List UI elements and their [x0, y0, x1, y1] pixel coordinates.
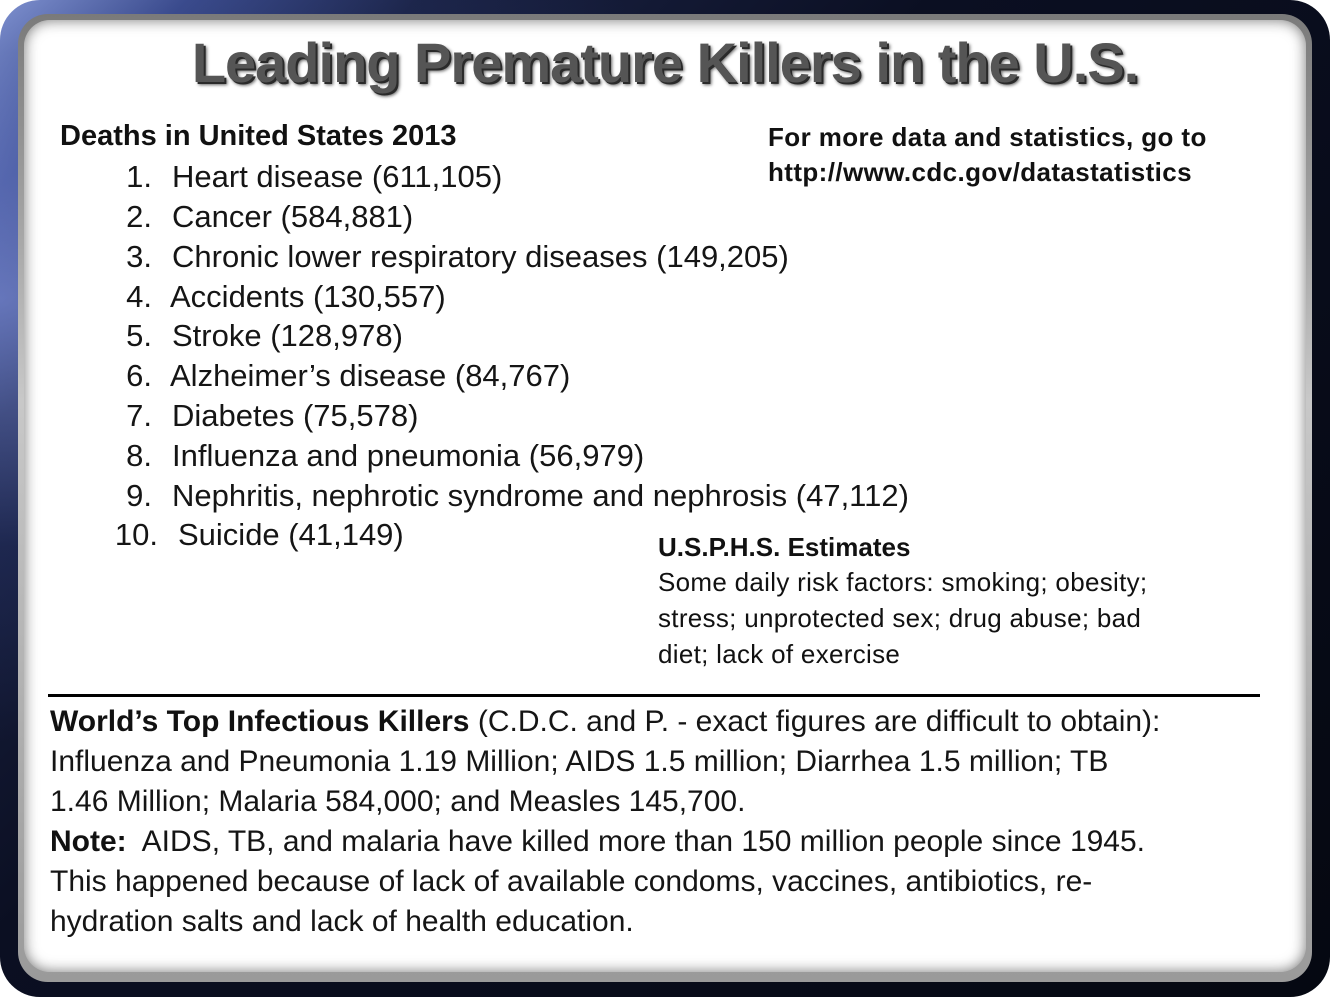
note-label: Note: — [50, 825, 127, 858]
world-heading-rest: (C.D.C. and P. - exact figures are diffi… — [469, 705, 1161, 738]
list-item-text: Nephritis, nephrotic syndrome and nephro… — [172, 478, 909, 513]
list-item-number: 10. — [114, 517, 158, 552]
note-line: This happened because of lack of availab… — [50, 865, 1093, 898]
usphs-line: stress; unprotected sex; drug abuse; bad — [658, 603, 1142, 633]
deaths-heading: Deaths in United States 2013 — [60, 120, 457, 152]
usphs-body: Some daily risk factors: smoking; obesit… — [658, 564, 1258, 672]
usphs-estimates: U.S.P.H.S. Estimates Some daily risk fac… — [658, 530, 1258, 672]
usphs-line: diet; lack of exercise — [658, 639, 901, 669]
world-heading: World’s Top Infectious Killers — [50, 705, 470, 738]
list-item-text: Influenza and pneumonia (56,979) — [172, 438, 645, 473]
content-panel — [24, 20, 1306, 972]
list-item-number: 9. — [126, 478, 152, 513]
list-item-text: Cancer (584,881) — [172, 199, 414, 234]
note-rest: AIDS, TB, and malaria have killed more t… — [126, 825, 1146, 858]
list-item-text: Alzheimer’s disease (84,767) — [170, 358, 571, 393]
world-infectious-killers: World’s Top Infectious Killers (C.D.C. a… — [50, 702, 1290, 942]
note-line: Note: AIDS, TB, and malaria have killed … — [50, 822, 1290, 862]
world-heading-line: World’s Top Infectious Killers (C.D.C. a… — [50, 702, 1290, 742]
usphs-title: U.S.P.H.S. Estimates — [658, 532, 911, 562]
world-line: 1.46 Million; Malaria 584,000; and Measl… — [50, 785, 746, 818]
more-info: For more data and statistics, go to http… — [768, 120, 1207, 190]
world-line: Influenza and Pneumonia 1.19 Million; AI… — [50, 745, 1109, 778]
more-info-link[interactable]: http://www.cdc.gov/datastatistics — [768, 157, 1192, 187]
list-item-text: Stroke (128,978) — [172, 318, 403, 353]
list-item-text: Heart disease (611,105) — [172, 159, 503, 194]
list-item-number: 3. — [126, 239, 152, 274]
list-item-number: 4. — [126, 279, 152, 314]
list-item-number: 5. — [126, 318, 152, 353]
list-item-text: Chronic lower respiratory diseases (149,… — [172, 239, 789, 274]
list-item-text: Suicide (41,149) — [178, 517, 404, 552]
list-item-number: 2. — [126, 199, 152, 234]
list-item-number: 6. — [126, 358, 152, 393]
usphs-line: Some daily risk factors: smoking; obesit… — [658, 567, 1148, 597]
list-item-text: Diabetes (75,578) — [172, 398, 419, 433]
note-line: hydration salts and lack of health educa… — [50, 905, 634, 938]
list-item-text: Accidents (130,557) — [170, 279, 446, 314]
list-item-number: 1. — [126, 159, 152, 194]
list-item-number: 7. — [126, 398, 152, 433]
section-divider — [48, 694, 1260, 697]
more-info-line1: For more data and statistics, go to — [768, 122, 1207, 152]
list-item-number: 8. — [126, 438, 152, 473]
slide-title: Leading Premature Killers in the U.S. — [191, 31, 1139, 94]
